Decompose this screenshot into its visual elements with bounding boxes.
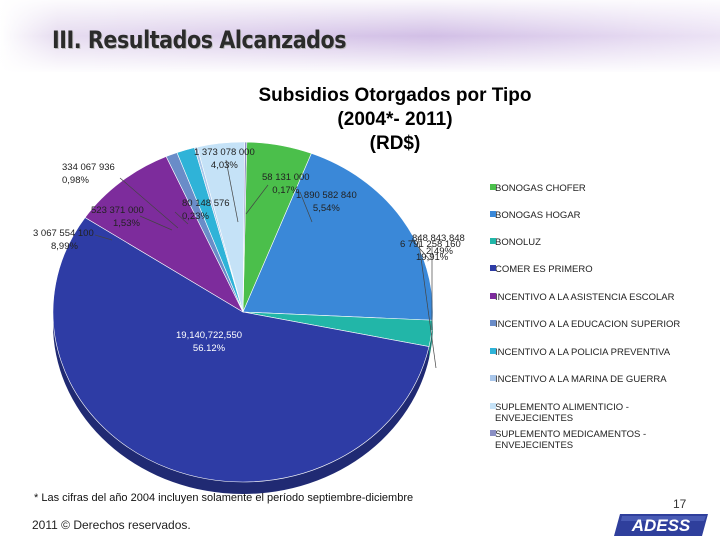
data-label-value: 848 843 848	[412, 233, 465, 244]
legend-swatch	[490, 348, 496, 354]
legend-swatch	[490, 375, 496, 381]
legend-item-suplemento-medicamentos: SUPLEMENTO MEDICAMENTOS - ENVEJECIENTES	[490, 429, 695, 451]
legend-item-bonogas-chofer: BONOGAS CHOFER	[490, 183, 695, 194]
footnote: * Las cifras del año 2004 incluyen solam…	[34, 492, 414, 504]
legend-label: INCENTIVO A LA EDUCACION SUPERIOR	[495, 319, 681, 330]
data-label-percent: 4,03%	[210, 160, 238, 171]
pie-slice-suplemento-medicamentos-envejecientes	[242, 141, 248, 313]
legend-label: BONOLUZ	[495, 237, 541, 248]
slide-title: III. Resultados Alcanzados	[52, 26, 347, 54]
data-label-value: 1 890 582 840	[296, 190, 357, 201]
data-label-incentivo-educacion-superior: 334 067 936 0,98%	[62, 161, 115, 187]
leader-line	[94, 234, 113, 241]
data-label-percent: 8,99%	[51, 241, 78, 252]
leader-line	[245, 184, 269, 215]
legend-label: SUPLEMENTO MEDICAMENTOS - ENVEJECIENTES	[495, 429, 647, 451]
adess-logo: ADESS	[614, 514, 708, 536]
data-label-value: 58 131 000	[262, 172, 310, 183]
legend-item-comer-es-primero: COMER ES PRIMERO	[490, 264, 695, 275]
legend-item-incentivo-educacion-superior: INCENTIVO A LA EDUCACION SUPERIOR	[490, 319, 695, 330]
legend-item-incentivo-policia: INCENTIVO A LA POLICIA PREVENTIVA	[490, 347, 695, 358]
leader-lines	[94, 159, 437, 369]
data-label-value: 334 067 936	[62, 162, 115, 173]
data-label-percent: 5,54%	[312, 203, 340, 214]
logo-text: ADESS	[631, 516, 691, 535]
data-label-comer-es-primero: 19,140,722,550 56.12%	[176, 329, 242, 355]
legend-swatch	[490, 211, 496, 217]
data-label-incentivo-policia: 523 371 000 1,53%	[91, 204, 144, 230]
chart-title-line-3: (RD$)	[369, 133, 421, 154]
header-band: III. Resultados Alcanzados	[0, 0, 720, 72]
legend-label: SUPLEMENTO ALIMENTICIO - ENVEJECIENTES	[495, 402, 629, 424]
legend-item-bonogas-hogar: BONOGAS HOGAR	[490, 210, 695, 221]
legend-swatch	[490, 430, 496, 436]
data-label-value: 80 148 576	[182, 198, 230, 209]
leader-line	[119, 177, 179, 229]
chart-title-line-1: Subsidios Otorgados por Tipo	[258, 85, 532, 106]
data-label-percent: 1,53%	[113, 218, 140, 229]
legend-swatch	[490, 265, 496, 271]
legend-swatch	[490, 403, 496, 409]
data-label-value: 523 371 000	[91, 205, 144, 216]
leader-line	[225, 159, 239, 223]
legend-swatch	[490, 320, 496, 326]
legend-swatch	[490, 184, 496, 190]
legend-swatch	[490, 238, 496, 244]
data-label-bonoluz: 848 843 848 2,49%	[412, 232, 465, 258]
data-label-percent: 56.12%	[192, 343, 226, 354]
data-label-suplemento-alimenticio: 1 373 078 000 4,03%	[194, 146, 255, 172]
legend-label: COMER ES PRIMERO	[495, 264, 593, 275]
legend-label: BONOGAS HOGAR	[495, 210, 581, 221]
pie-slice-incentivo-a-la-asistencia-escolar	[84, 156, 244, 313]
pie-slice-comer-es-primero	[52, 217, 430, 483]
legend-label: BONOGAS CHOFER	[495, 183, 586, 194]
chart-title-line-2: (2004*- 2011)	[337, 109, 453, 130]
pie-slice-side	[429, 320, 433, 359]
legend-item-suplemento-alimenticio: SUPLEMENTO ALIMENTICIO - ENVEJECIENTES	[490, 402, 695, 424]
leader-line	[411, 239, 431, 261]
data-label-percent: 2,49%	[426, 246, 453, 257]
legend-label: INCENTIVO A LA MARINA DE GUERRA	[495, 374, 667, 385]
pie-slices	[52, 141, 434, 483]
data-label-incentivo-asistencia-escolar: 3 067 554 100 8,99%	[33, 227, 94, 253]
data-label-value: 3 067 554 100	[33, 228, 94, 239]
chart-title: Subsidios Otorgados por Tipo (2004*- 201…	[240, 84, 550, 156]
data-label-value: 6 791 258 160	[400, 239, 461, 250]
legend-item-incentivo-asistencia-escolar: INCENTIVO A LA ASISTENCIA ESCOLAR	[490, 292, 695, 303]
leader-line	[174, 211, 189, 225]
data-label-value: 1 373 078 000	[194, 147, 255, 158]
copyright-notice: 2011 © Derechos reservados.	[32, 518, 191, 532]
legend-swatch	[490, 293, 496, 299]
legend-item-bonoluz: BONOLUZ	[490, 237, 695, 248]
leader-line	[417, 235, 437, 369]
data-label-percent: 0,17%	[272, 185, 300, 196]
header-gradient	[0, 0, 720, 72]
data-label-percent: 0,98%	[62, 175, 89, 186]
legend-label: INCENTIVO A LA ASISTENCIA ESCOLAR	[495, 292, 675, 303]
leader-line	[139, 215, 173, 231]
data-label-incentivo-marina: 80 148 576 0,23%	[182, 197, 230, 223]
data-label-bonogas-hogar: 6 791 258 160 19,91%	[400, 238, 461, 264]
leader-line	[299, 191, 313, 223]
data-label-suplemento-medicamentos: 58 131 000 0,17%	[262, 171, 310, 197]
data-label-percent: 19,91%	[416, 252, 449, 263]
page-number: 17	[673, 497, 687, 511]
data-label-value: 19,140,722,550	[176, 330, 243, 341]
legend-label: INCENTIVO A LA POLICIA PREVENTIVA	[495, 347, 671, 358]
legend-item-incentivo-marina: INCENTIVO A LA MARINA DE GUERRA	[490, 374, 695, 385]
data-label-bonogas-chofer: 1 890 582 840 5,54%	[296, 189, 357, 215]
data-label-percent: 0,23%	[182, 211, 209, 222]
